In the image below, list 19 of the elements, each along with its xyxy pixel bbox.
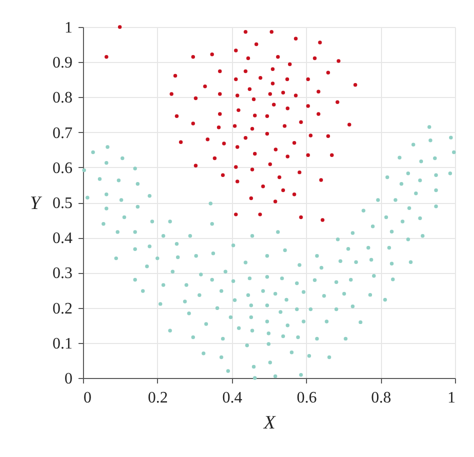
y-tick-label: 0.6 bbox=[52, 160, 72, 177]
y-tick-label: 0.9 bbox=[52, 54, 72, 72]
x-tick-label: 0.2 bbox=[148, 390, 168, 406]
y-tick-label: 0.1 bbox=[52, 335, 72, 352]
y-tick-label: 1 bbox=[64, 20, 72, 36]
y-tick-label: 0.7 bbox=[52, 124, 72, 142]
x-tick-label: 0.8 bbox=[371, 390, 392, 406]
x-tick-label: 1 bbox=[448, 390, 456, 406]
x-tick-label: 0.4 bbox=[222, 390, 242, 406]
y-tick-label: 0.4 bbox=[52, 230, 72, 248]
y-tick-label: 0 bbox=[64, 370, 72, 388]
x-tick-label: 0.6 bbox=[296, 390, 317, 406]
x-tick-label: 0 bbox=[84, 390, 92, 406]
y-tick-label: 0.3 bbox=[52, 265, 72, 282]
y-tick-label: 0.8 bbox=[52, 90, 72, 107]
y-axis-title: Y bbox=[30, 193, 43, 214]
y-tick-label: 0.2 bbox=[52, 300, 72, 318]
x-axis-title: X bbox=[262, 412, 277, 434]
y-tick-label: 0.5 bbox=[52, 195, 72, 212]
